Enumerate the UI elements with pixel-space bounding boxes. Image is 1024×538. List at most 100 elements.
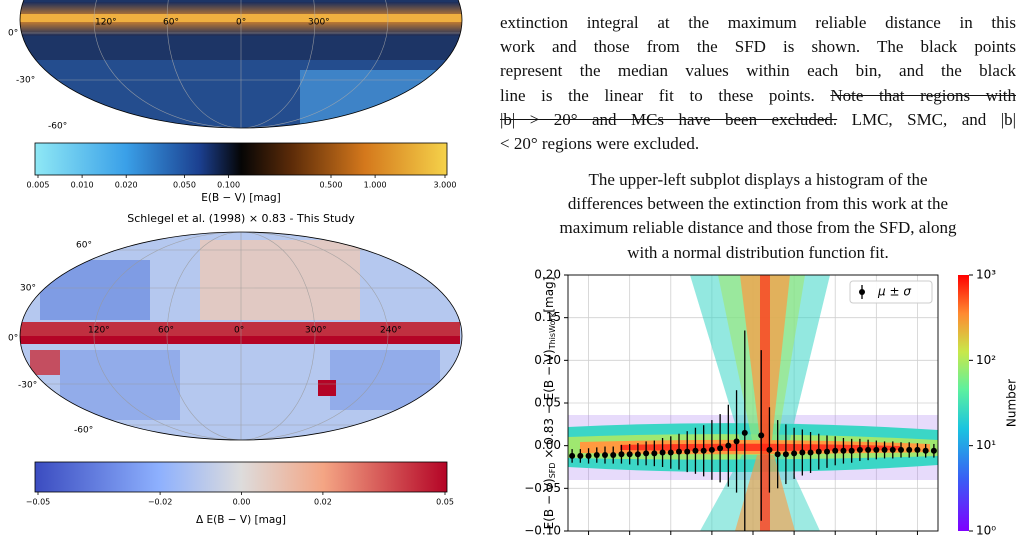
- legend-symbol: [859, 289, 865, 295]
- lon-label: 0°: [234, 326, 244, 336]
- y-tick-label: 0.10: [534, 353, 561, 367]
- colorbar-tick-label: 0.02: [314, 498, 332, 507]
- median-point: [733, 438, 740, 445]
- text: < 20° regions were excluded.: [500, 134, 700, 154]
- map2-labels: 60° 30° 0° -30° -60° 120° 60° 0° 300° 24…: [8, 241, 402, 436]
- median-point: [602, 452, 608, 459]
- text: represent the median values within each …: [500, 61, 1016, 81]
- median-point: [782, 451, 789, 458]
- colorbar-tick-label: 0.00: [233, 498, 251, 507]
- colorbar-tick-label: −0.05: [26, 498, 51, 507]
- median-point: [881, 446, 888, 453]
- lat-label: 0°: [8, 29, 18, 39]
- lon-label: 240°: [380, 326, 402, 336]
- median-point: [717, 445, 724, 452]
- colorbar-tick-label: 0.05: [436, 498, 454, 507]
- colorbar-tick-label: 0.010: [71, 181, 94, 190]
- median-point: [684, 448, 691, 455]
- median-point: [577, 452, 584, 459]
- median-point: [873, 446, 880, 453]
- lat-label: -30°: [18, 381, 37, 391]
- colorbar-tick-label: 0.100: [217, 181, 240, 190]
- text-line: |b| > 20° and MCs have been excluded. LM…: [500, 108, 1016, 132]
- median-point: [725, 442, 732, 449]
- text-line: differences between the extinction from …: [500, 192, 1016, 216]
- lon-label: 120°: [88, 326, 110, 336]
- text: line is the linear fit to these points.: [500, 85, 831, 105]
- median-point: [692, 447, 699, 454]
- median-point: [585, 452, 592, 459]
- label-part: ThisWork: [548, 312, 557, 350]
- text-line: maximum reliable distance and those from…: [500, 216, 1016, 240]
- median-point: [906, 446, 913, 453]
- median-point: [651, 450, 658, 457]
- median-point: [832, 447, 839, 454]
- y-tick-label: −0.10: [524, 524, 561, 538]
- label-part: [mag]: [542, 277, 556, 313]
- text: The upper-left subplot displays a histog…: [588, 170, 928, 189]
- label-part: E(B − V): [542, 478, 556, 529]
- colorbar-tick-label: 10³: [976, 268, 996, 282]
- median-point: [708, 446, 715, 453]
- text: LMC, SMC, and |b|: [837, 109, 1016, 129]
- text-line: The upper-left subplot displays a histog…: [500, 168, 1016, 192]
- colorbar: [958, 275, 969, 531]
- colorbar-tick-label: 10⁰: [976, 524, 996, 538]
- lon-label: 0°: [236, 18, 246, 28]
- text-line: < 20° regions were excluded.: [500, 132, 1016, 156]
- median-point: [865, 446, 872, 453]
- colorbar-tick-label: 3.000: [434, 181, 457, 190]
- median-point: [930, 447, 937, 454]
- text-line: with a normal distribution function fit.: [500, 241, 1016, 265]
- y-tick-label: 0.20: [534, 268, 561, 282]
- colorbar-tick-label: −0.02: [148, 498, 173, 507]
- median-point: [758, 432, 765, 439]
- median-point: [676, 448, 682, 455]
- label-part: × 0.83 − E(B − V): [542, 349, 556, 462]
- colorbar-label: Δ E(B − V) [mag]: [196, 514, 286, 526]
- colorbar-tick-label: 10²: [976, 353, 996, 367]
- text: differences between the extinction from …: [567, 194, 949, 214]
- median-point: [700, 447, 707, 454]
- colorbar-tick-label: 0.500: [320, 181, 343, 190]
- legend: μ ± σ: [849, 280, 933, 304]
- lon-label: 300°: [305, 326, 327, 336]
- colorbar: [34, 142, 448, 176]
- paragraph: The upper-left subplot displays a histog…: [500, 168, 1016, 265]
- lat-label: 30°: [20, 284, 36, 294]
- text: work and those from the SFD is shown. Th…: [500, 37, 1016, 57]
- colorbar-label: E(B − V) [mag]: [201, 192, 281, 204]
- median-point: [569, 452, 576, 459]
- y-tick-label: −0.05: [524, 481, 561, 495]
- label-part: SFD: [548, 462, 557, 478]
- colorbar-tick-label: 10¹: [976, 438, 996, 452]
- median-point: [634, 451, 641, 458]
- text: extinction integral at the maximum relia…: [500, 13, 1016, 32]
- median-point: [659, 449, 666, 456]
- median-point: [643, 450, 650, 457]
- lon-label: 60°: [158, 326, 174, 336]
- legend-label: μ ± σ: [877, 285, 911, 299]
- median-point: [815, 448, 822, 455]
- median-point: [807, 449, 814, 456]
- lon-label: 120°: [95, 18, 117, 28]
- median-point: [914, 446, 921, 453]
- lat-label: -30°: [16, 76, 35, 86]
- text-line: work and those from the SFD is shown. Th…: [500, 35, 1016, 59]
- median-point: [898, 446, 904, 453]
- y-tick-label: 0.00: [534, 438, 561, 452]
- median-point: [667, 449, 674, 456]
- median-point: [922, 447, 929, 454]
- text: maximum reliable distance and those from…: [559, 218, 957, 238]
- map1-labels: 0° -30° -60° 120° 60° 0° 300°: [8, 18, 330, 132]
- median-point: [889, 446, 896, 453]
- sky-map-2: [20, 232, 462, 440]
- median-point: [593, 452, 600, 459]
- y-tick-label: 0.05: [534, 396, 561, 410]
- lat-label: -60°: [74, 426, 93, 436]
- median-point: [791, 450, 798, 457]
- median-point: [766, 446, 773, 453]
- colorbar-tick-label: 0.020: [115, 181, 138, 190]
- median-point: [848, 447, 855, 454]
- colorbar-label: Number: [1005, 379, 1019, 427]
